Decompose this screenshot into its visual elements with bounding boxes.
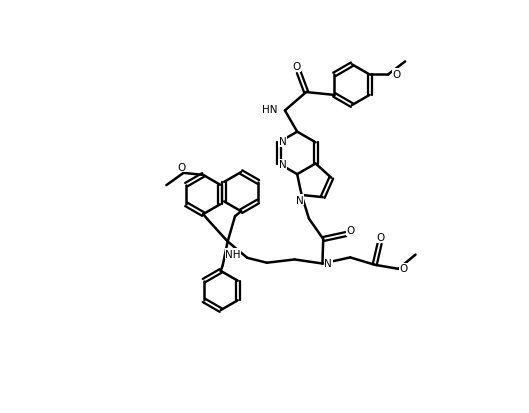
- Text: N: N: [279, 160, 287, 170]
- Text: O: O: [399, 263, 407, 273]
- Text: NH: NH: [225, 249, 241, 259]
- Text: N: N: [324, 258, 332, 268]
- Text: N: N: [279, 137, 287, 147]
- Text: O: O: [393, 69, 401, 79]
- Text: O: O: [293, 62, 301, 72]
- Text: O: O: [376, 233, 385, 243]
- Text: O: O: [346, 225, 355, 235]
- Text: O: O: [177, 162, 186, 172]
- Text: HN: HN: [262, 104, 278, 114]
- Text: N: N: [296, 195, 304, 205]
